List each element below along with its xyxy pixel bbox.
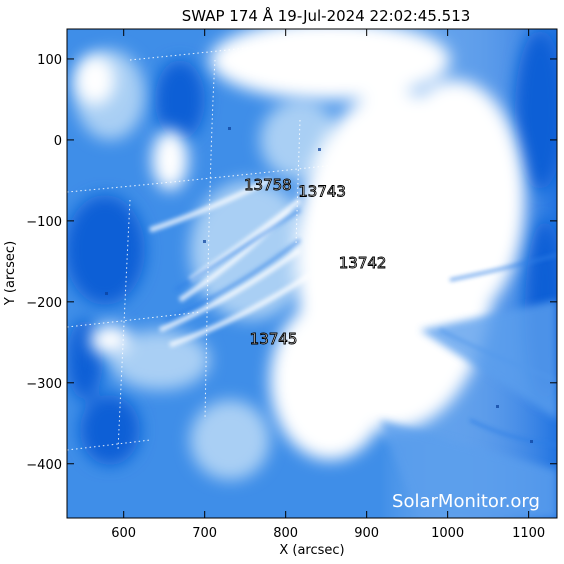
x-axis: 600 700 800 900 1000 1100	[111, 29, 545, 541]
x-tick-label: 600	[111, 526, 136, 541]
active-region-label: 13743	[298, 183, 346, 201]
x-tick-label: 1000	[431, 526, 464, 541]
y-tick-label: −100	[26, 215, 62, 230]
y-axis: 100 0 −100 −200 −300 −400	[26, 53, 557, 473]
active-region-label: 13742	[339, 254, 387, 272]
y-tick-label: −300	[26, 377, 62, 392]
active-region-label: 13745	[250, 330, 298, 348]
active-region-label: 13758	[244, 176, 292, 194]
plot-frame	[66, 28, 558, 519]
y-tick-label: −400	[26, 458, 62, 473]
y-tick-label: −200	[26, 296, 62, 311]
y-axis-label: Y (arcsec)	[3, 241, 18, 306]
y-tick-label: 0	[54, 134, 62, 149]
solarmonitor-watermark: SolarMonitor.org	[392, 491, 540, 512]
image-title: SWAP 174 Å 19-Jul-2024 22:02:45.513	[182, 6, 471, 25]
x-axis-label: X (arcsec)	[279, 543, 344, 558]
y-tick-label: 100	[37, 53, 62, 68]
solar-image	[67, 29, 557, 518]
x-tick-label: 1100	[512, 526, 545, 541]
active-region-labels: 13758 13743 13742 13745	[244, 176, 387, 349]
x-tick-label: 900	[354, 526, 379, 541]
x-tick-label: 700	[192, 526, 217, 541]
x-tick-label: 800	[273, 526, 298, 541]
